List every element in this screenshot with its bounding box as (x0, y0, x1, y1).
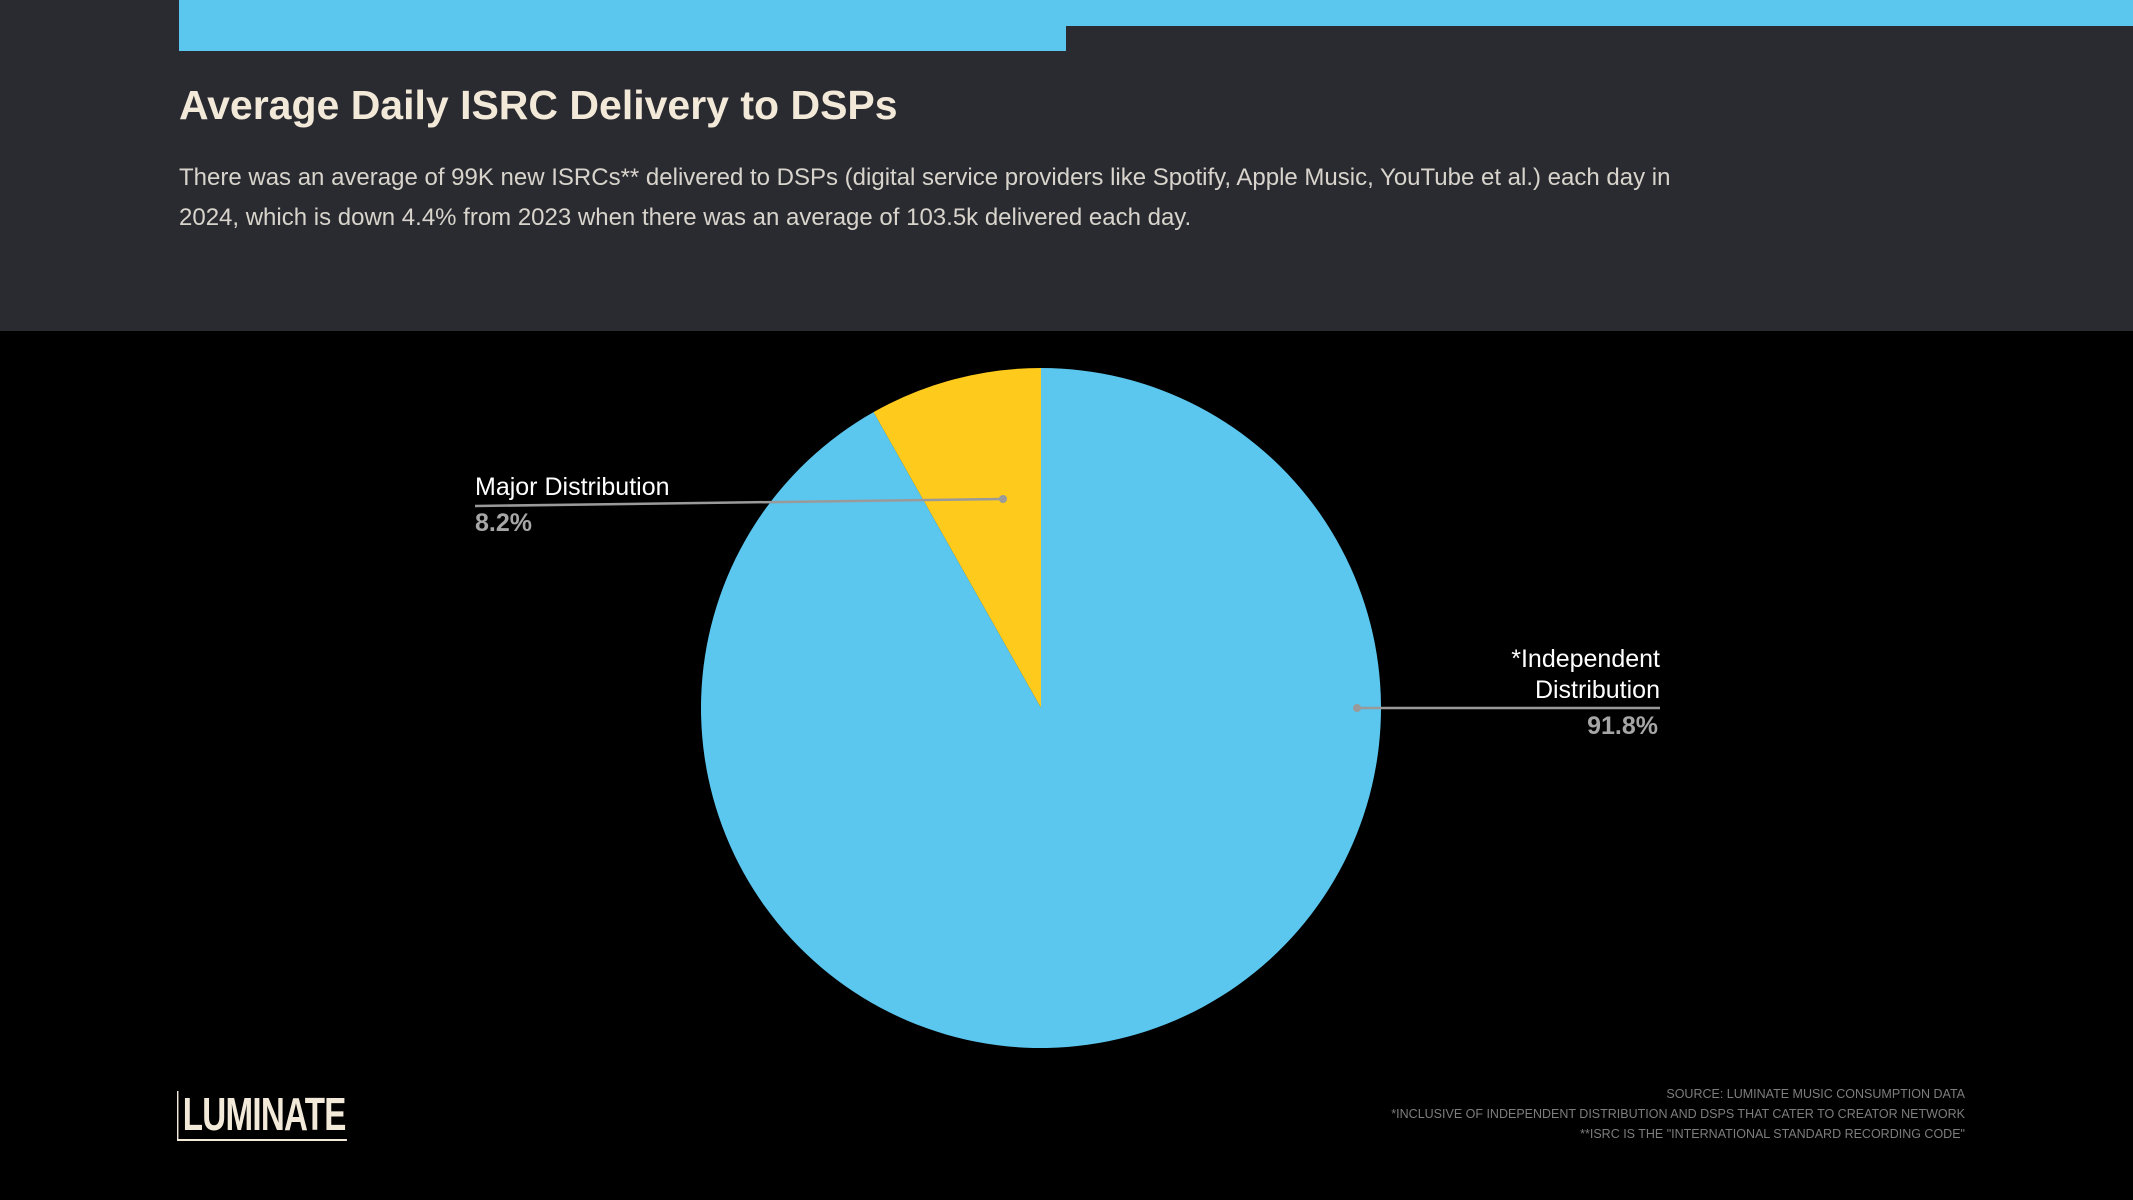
footnote-source: SOURCE: LUMINATE MUSIC CONSUMPTION DATA (1666, 1087, 1965, 1101)
footnote-isrc: **ISRC IS THE "INTERNATIONAL STANDARD RE… (1580, 1127, 1965, 1141)
footnote-independent: *INCLUSIVE OF INDEPENDENT DISTRIBUTION A… (1391, 1107, 1965, 1121)
leader-dot-major (999, 495, 1007, 503)
leader-line-major (474, 497, 1004, 508)
slice-value-independent: 91.8% (1587, 712, 1658, 740)
pie-slices (701, 368, 1381, 1048)
slice-label-major: Major Distribution (475, 473, 670, 501)
accent-bar-right (1066, 0, 2133, 26)
luminate-logo: LUMINATE (177, 1091, 348, 1141)
footnotes: SOURCE: LUMINATE MUSIC CONSUMPTION DATA … (1391, 1084, 1965, 1144)
slice-label-independent: *Independent Distribution (1511, 644, 1660, 706)
leader-dot-independent (1353, 704, 1361, 712)
header-panel: Average Daily ISRC Delivery to DSPs Ther… (0, 0, 2133, 331)
slice-label-independent-line1: *Independent (1511, 645, 1660, 673)
leader-lines (474, 495, 1660, 712)
page-subtitle: There was an average of 99K new ISRCs** … (179, 164, 1671, 231)
slice-value-major: 8.2% (475, 509, 532, 537)
accent-bar-left (179, 0, 1066, 51)
slice-label-independent-line2: Distribution (1534, 676, 1660, 704)
pie-slice-major (873, 368, 1041, 708)
pie-slice-independent (701, 368, 1381, 1048)
page-title: Average Daily ISRC Delivery to DSPs (179, 82, 898, 128)
pie-chart (474, 368, 1660, 1048)
